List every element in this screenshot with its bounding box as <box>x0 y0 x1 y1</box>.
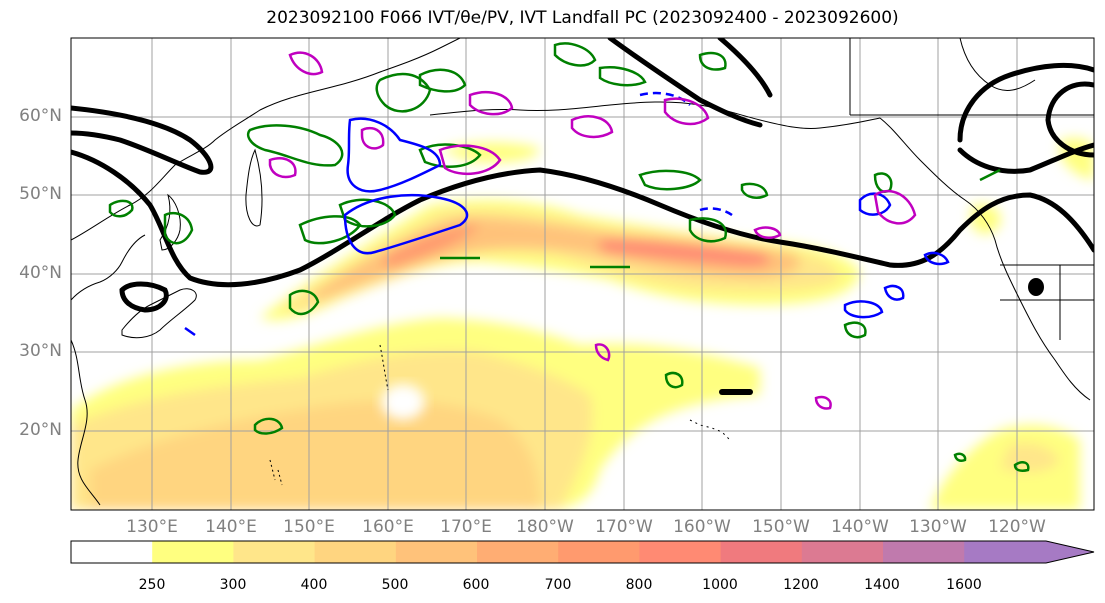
colorbar-cell <box>639 541 722 563</box>
lon-label-130w: 130°W <box>909 517 967 537</box>
lon-label-170e: 170°E <box>440 517 492 537</box>
lon-label-170w: 170°W <box>595 517 653 537</box>
colorbar-cell <box>152 541 234 563</box>
colorbar-tick: 1000 <box>702 577 738 593</box>
lon-label-150w: 150°W <box>752 517 810 537</box>
lon-label-180w: 180°W <box>516 517 574 537</box>
map-layers <box>71 38 1094 510</box>
colorbar-tick: 400 <box>300 577 328 593</box>
colorbar-cell <box>964 541 1094 563</box>
colorbar-tick: 1400 <box>864 577 900 593</box>
colorbar-tick: 500 <box>381 577 409 593</box>
lon-label-160e: 160°E <box>362 517 414 537</box>
colorbar-cell <box>395 541 478 563</box>
lat-label-40n: 40°N <box>19 263 62 283</box>
blue-contours <box>184 91 950 337</box>
colorbar-tick: 600 <box>462 577 490 593</box>
colorbar-cell <box>314 541 397 563</box>
coastlines <box>71 38 1094 506</box>
lon-label-130e: 130°E <box>126 517 178 537</box>
colorbar-tick: 1600 <box>946 577 982 593</box>
colorbar-cell <box>71 541 153 563</box>
colorbar-tick: 300 <box>219 577 247 593</box>
lat-label-20n: 20°N <box>19 420 62 440</box>
colorbar-cell <box>477 541 559 563</box>
colorbar-cell <box>801 541 884 563</box>
map-frame <box>70 37 1095 511</box>
lon-label-150e: 150°E <box>283 517 335 537</box>
colorbar-tick: 800 <box>625 577 653 593</box>
map-title: 2023092100 F066 IVT/θe/PV, IVT Landfall … <box>266 8 899 28</box>
jet-contours <box>71 38 1094 395</box>
colorbar-frame <box>70 540 1095 564</box>
colorbar-cell <box>720 541 803 563</box>
lon-label-140w: 140°W <box>831 517 889 537</box>
lat-label-60n: 60°N <box>19 106 62 126</box>
lat-label-30n: 30°N <box>19 341 62 361</box>
colorbar-cell <box>233 541 316 563</box>
colorbar-cell <box>883 541 965 563</box>
colorbar-tick: 700 <box>544 577 572 593</box>
lon-label-140e: 140°E <box>205 517 257 537</box>
lon-label-160w: 160°W <box>673 517 731 537</box>
lat-label-50n: 50°N <box>19 184 62 204</box>
great-salt-lake <box>1028 278 1044 296</box>
colorbar-tick: 1200 <box>783 577 819 593</box>
green-contours <box>108 42 1030 473</box>
ivt-shading <box>71 138 1094 510</box>
colorbar <box>70 540 1095 564</box>
magenta-contours <box>268 51 917 410</box>
lon-label-120w: 120°W <box>988 517 1046 537</box>
colorbar-tick: 250 <box>138 577 166 593</box>
colorbar-cell <box>558 541 640 563</box>
